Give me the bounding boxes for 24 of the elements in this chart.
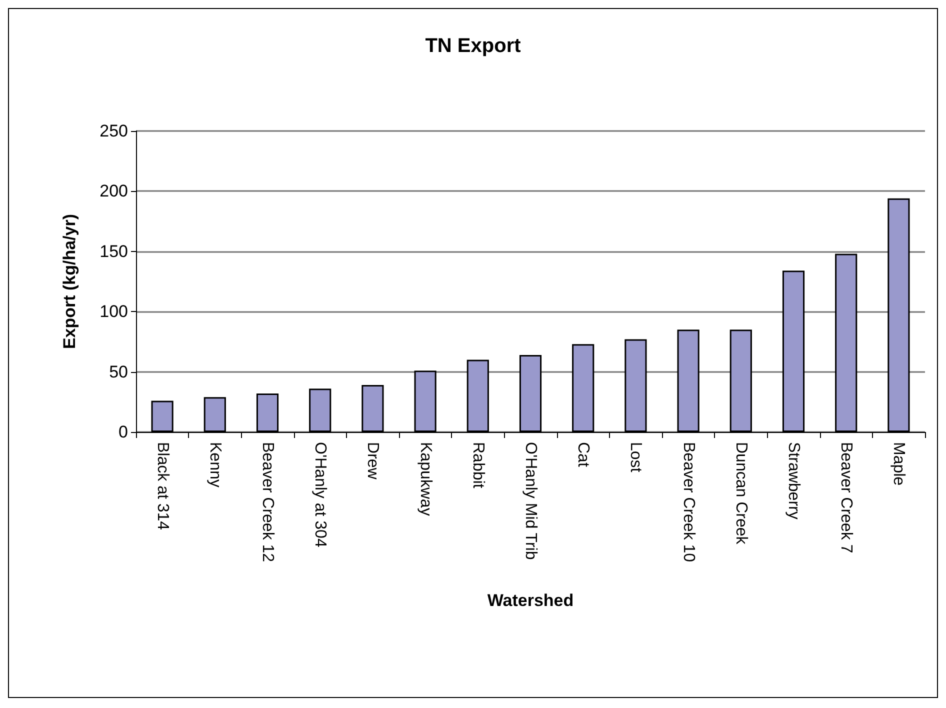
x-tick-label: Beaver Creek 7 (838, 442, 855, 554)
chart-title: TN Export (425, 35, 522, 57)
y-tick-label: 0 (118, 422, 128, 442)
x-tick-label: O'Hanly Mid Trib (522, 442, 539, 560)
y-tick-label: 150 (100, 242, 128, 261)
x-tick-label: Beaver Creek 10 (680, 442, 697, 562)
y-tick-label: 50 (109, 362, 128, 382)
x-tick-label: Kenny (206, 442, 224, 488)
x-tick-label: Cat (574, 442, 592, 468)
x-tick-label: Kapukway (416, 442, 434, 516)
x-tick-label: Beaver Creek 12 (259, 442, 276, 562)
x-tick-label: Black at 314 (154, 442, 171, 530)
y-axis-title: Export (kg/ha/yr) (60, 214, 79, 350)
y-tick-label: 250 (100, 122, 128, 140)
x-tick-label: Drew (364, 442, 382, 480)
y-tick-label: 200 (100, 182, 128, 201)
x-tick-label: Maple (890, 442, 908, 486)
x-tick-label: Duncan Creek (732, 442, 750, 546)
x-tick-label: Rabbit (469, 442, 486, 489)
x-tick-label: Lost (627, 442, 644, 473)
x-axis-title: Watershed (487, 591, 574, 610)
x-tick-label: O'Hanly at 304 (312, 442, 329, 548)
y-tick-label: 100 (100, 302, 128, 322)
x-tick-label: Strawberry (785, 442, 802, 520)
